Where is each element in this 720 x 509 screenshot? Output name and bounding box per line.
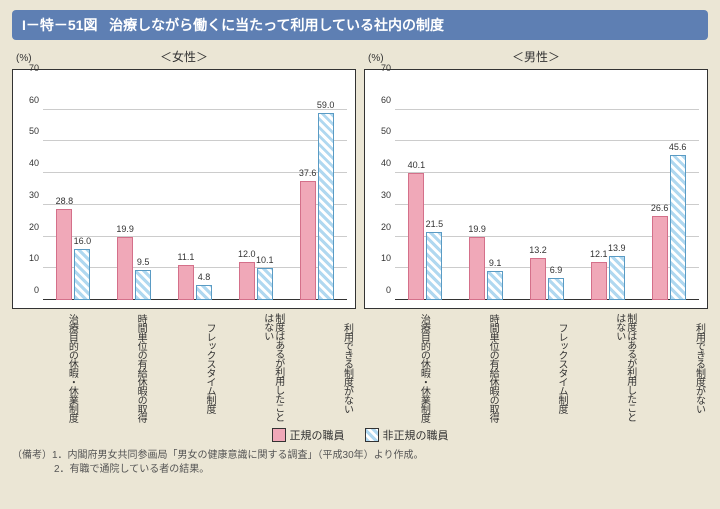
y-tick: 30 (15, 190, 39, 200)
x-label: 利用できる制度がない (643, 313, 705, 423)
bar-regular: 28.8 (56, 209, 72, 300)
x-label: 制度はあるが利用したことはない (574, 313, 636, 423)
bar-value: 9.5 (137, 257, 150, 267)
bar-value: 6.9 (550, 265, 563, 275)
x-label: 治療目的の休暇・休業制度 (15, 313, 77, 423)
bar-value: 11.1 (178, 252, 195, 262)
bar-group: 37.659.0 (289, 78, 344, 300)
swatch-nonregular-icon (365, 428, 379, 442)
bar-group: 12.010.1 (228, 78, 283, 300)
legend-nonregular: 非正規の職員 (365, 427, 449, 443)
bar-regular: 13.2 (530, 258, 546, 300)
bar-regular: 19.9 (117, 237, 133, 300)
bar-nonregular: 9.1 (487, 271, 503, 300)
bar-group: 13.26.9 (520, 78, 575, 300)
bars-container: 28.816.019.99.511.14.812.010.137.659.0 (43, 78, 347, 300)
legend: 正規の職員 非正規の職員 (12, 427, 708, 443)
x-label: 時間単位の有給休暇の取得 (436, 313, 498, 423)
figure-title: I－特－51図 治療しながら働くに当たって利用している社内の制度 (12, 10, 708, 40)
bar-regular: 26.6 (652, 216, 668, 300)
bar-nonregular: 4.8 (196, 285, 212, 300)
x-label: フレックスタイム制度 (505, 313, 567, 423)
panel-female: ＜女性＞ (%) 01020304050607028.816.019.99.51… (12, 48, 356, 423)
bar-group: 19.99.1 (459, 78, 514, 300)
bar-group: 28.816.0 (46, 78, 101, 300)
legend-nonregular-label: 非正規の職員 (383, 427, 449, 443)
bar-regular: 12.0 (239, 262, 255, 300)
bar-value: 21.5 (426, 219, 444, 229)
charts-row: ＜女性＞ (%) 01020304050607028.816.019.99.51… (12, 48, 708, 423)
panel-male: ＜男性＞ (%) 01020304050607040.121.519.99.11… (364, 48, 708, 423)
y-tick: 10 (367, 253, 391, 263)
bar-value: 13.9 (608, 243, 626, 253)
y-tick: 10 (15, 253, 39, 263)
bar-nonregular: 6.9 (548, 278, 564, 300)
legend-regular-label: 正規の職員 (290, 427, 345, 443)
y-tick: 60 (15, 95, 39, 105)
y-tick: 30 (367, 190, 391, 200)
bar-nonregular: 9.5 (135, 270, 151, 300)
y-tick: 40 (367, 158, 391, 168)
bar-group: 40.121.5 (398, 78, 453, 300)
bars-container: 40.121.519.99.113.26.912.113.926.645.6 (395, 78, 699, 300)
bar-value: 59.0 (317, 100, 335, 110)
y-tick: 70 (15, 63, 39, 73)
bar-regular: 12.1 (591, 262, 607, 300)
bar-nonregular: 21.5 (426, 232, 442, 300)
note-2: 2．有職で通院している者の結果。 (12, 463, 708, 477)
y-tick: 0 (367, 285, 391, 295)
bar-value: 10.1 (256, 255, 274, 265)
y-tick: 50 (15, 126, 39, 136)
panel-title-female: ＜女性＞ (12, 48, 356, 65)
bar-value: 37.6 (299, 168, 317, 178)
y-tick: 40 (15, 158, 39, 168)
figure-title-text: 治療しながら働くに当たって利用している社内の制度 (109, 17, 444, 33)
bar-nonregular: 16.0 (74, 249, 90, 300)
bar-nonregular: 59.0 (318, 113, 334, 300)
x-label: 時間単位の有給休暇の取得 (84, 313, 146, 423)
y-tick: 20 (367, 222, 391, 232)
y-tick: 0 (15, 285, 39, 295)
bar-group: 19.99.5 (107, 78, 162, 300)
x-label: 制度はあるが利用したことはない (222, 313, 284, 423)
bar-regular: 37.6 (300, 181, 316, 300)
legend-regular: 正規の職員 (272, 427, 345, 443)
bar-value: 12.1 (590, 249, 608, 259)
bar-regular: 19.9 (469, 237, 485, 300)
bar-nonregular: 10.1 (257, 268, 273, 300)
bar-value: 45.6 (669, 142, 687, 152)
x-label: フレックスタイム制度 (153, 313, 215, 423)
bar-group: 12.113.9 (580, 78, 635, 300)
y-tick: 60 (367, 95, 391, 105)
bar-value: 26.6 (651, 203, 669, 213)
x-label: 利用できる制度がない (291, 313, 353, 423)
notes: （備考）1．内閣府男女共同参画局「男女の健康意識に関する調査」（平成30年）より… (12, 449, 708, 477)
bar-nonregular: 45.6 (670, 155, 686, 300)
plot-male: 01020304050607040.121.519.99.113.26.912.… (364, 69, 708, 309)
bar-value: 28.8 (56, 196, 74, 206)
y-tick: 50 (367, 126, 391, 136)
bar-regular: 40.1 (408, 173, 424, 300)
bar-value: 4.8 (198, 272, 211, 282)
y-tick: 70 (367, 63, 391, 73)
swatch-regular-icon (272, 428, 286, 442)
bar-value: 19.9 (468, 224, 486, 234)
bar-nonregular: 13.9 (609, 256, 625, 300)
figure-id: I－特－51図 (22, 17, 97, 33)
panel-title-male: ＜男性＞ (364, 48, 708, 65)
x-label: 治療目的の休暇・休業制度 (367, 313, 429, 423)
figure-container: I－特－51図 治療しながら働くに当たって利用している社内の制度 ＜女性＞ (%… (0, 0, 720, 509)
note-1: （備考）1．内閣府男女共同参画局「男女の健康意識に関する調査」（平成30年）より… (12, 449, 708, 463)
y-tick: 20 (15, 222, 39, 232)
bar-value: 40.1 (408, 160, 426, 170)
bar-value: 19.9 (116, 224, 134, 234)
bar-group: 11.14.8 (168, 78, 223, 300)
bar-value: 13.2 (529, 245, 547, 255)
plot-female: 01020304050607028.816.019.99.511.14.812.… (12, 69, 356, 309)
bar-value: 9.1 (489, 258, 502, 268)
bar-value: 12.0 (238, 249, 256, 259)
bar-regular: 11.1 (178, 265, 194, 300)
bar-group: 26.645.6 (641, 78, 696, 300)
bar-value: 16.0 (74, 236, 92, 246)
